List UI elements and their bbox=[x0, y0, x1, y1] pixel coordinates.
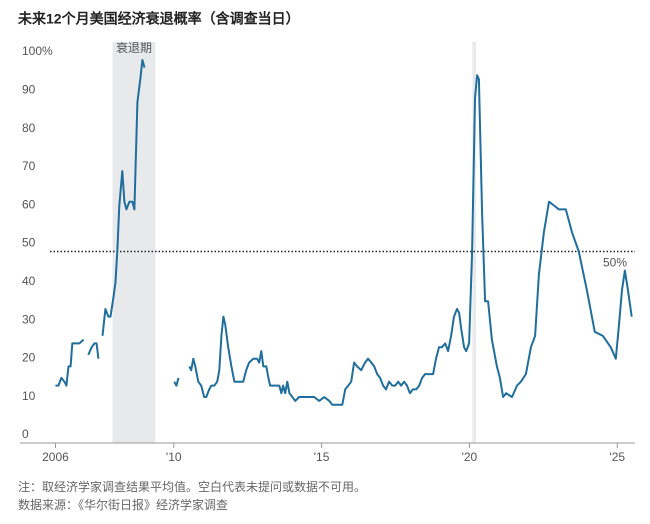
y-tick-label: 20 bbox=[22, 351, 36, 365]
chart-title: 未来12个月美国经济衰退概率（含调查当日） bbox=[18, 11, 300, 27]
y-tick-label: 100% bbox=[22, 44, 53, 58]
reference-label: 50% bbox=[603, 256, 627, 270]
x-tick-label: '25 bbox=[609, 450, 625, 464]
shade-label: 衰退期 bbox=[116, 40, 152, 55]
y-tick-label: 90 bbox=[22, 82, 36, 96]
x-tick-label: '15 bbox=[314, 450, 330, 464]
y-tick-label: 70 bbox=[22, 159, 36, 173]
y-tick-label: 0 bbox=[22, 427, 29, 441]
y-tick-label: 10 bbox=[22, 389, 36, 403]
y-tick-label: 60 bbox=[22, 197, 36, 211]
x-tick-label: '10 bbox=[166, 450, 182, 464]
note: 注：取经济学家调查结果平均值。空白代表未提问或数据不可用。 bbox=[18, 479, 366, 494]
y-tick-label: 40 bbox=[22, 274, 36, 288]
x-tick-label: 2006 bbox=[42, 450, 69, 464]
recession-shade bbox=[112, 42, 156, 443]
y-tick-label: 50 bbox=[22, 236, 36, 250]
y-tick-label: 30 bbox=[22, 312, 36, 326]
x-tick-label: '20 bbox=[462, 450, 478, 464]
source: 数据来源：《华尔街日报》经济学家调查 bbox=[18, 497, 228, 512]
y-tick-label: 80 bbox=[22, 121, 36, 135]
recession-shade bbox=[472, 42, 476, 443]
data-line bbox=[55, 59, 633, 406]
